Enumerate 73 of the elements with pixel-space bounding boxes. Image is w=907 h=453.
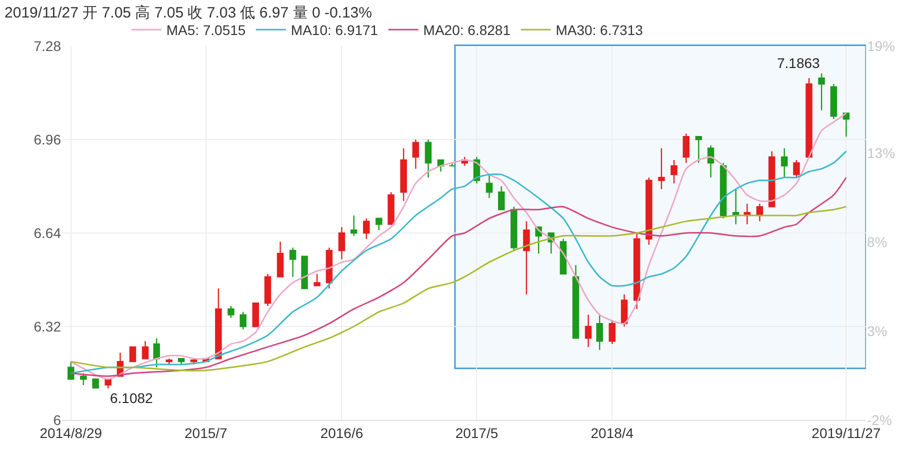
candlestick bbox=[707, 144, 714, 178]
y-tick-label: 6.32 bbox=[34, 318, 62, 334]
candlestick bbox=[80, 372, 87, 386]
candlestick bbox=[412, 138, 420, 170]
candlestick bbox=[682, 133, 690, 164]
y-tick-label: 7.28 bbox=[34, 38, 62, 54]
chart-title: 2019/11/27 开 7.05 高 7.05 收 7.03 低 6.97 量 0 -0.13% bbox=[4, 4, 372, 22]
x-tick-label: 2018/4 bbox=[590, 424, 634, 441]
candlestick bbox=[363, 218, 370, 240]
candlestick bbox=[142, 340, 149, 360]
candlestick bbox=[153, 338, 160, 368]
candlestick bbox=[376, 218, 382, 231]
candlestick bbox=[670, 159, 678, 184]
candlestick bbox=[620, 294, 628, 328]
candlestick bbox=[326, 247, 333, 290]
candlestick bbox=[350, 214, 358, 237]
annotation: 6.1082 bbox=[110, 390, 154, 406]
y2-tick-label: 8% bbox=[867, 234, 888, 250]
candlestick bbox=[768, 150, 776, 208]
x-tick-label: 2017/5 bbox=[455, 424, 498, 441]
candlestick bbox=[633, 232, 640, 310]
candlestick bbox=[388, 191, 394, 225]
y-tick-label: 6.96 bbox=[34, 131, 62, 148]
x-tick-label: 2015/7 bbox=[184, 424, 228, 441]
candlestick bbox=[215, 288, 222, 360]
candlestick bbox=[732, 188, 740, 225]
candlestick bbox=[658, 148, 665, 190]
candlestick bbox=[252, 302, 259, 328]
candlestick bbox=[572, 264, 580, 339]
line-series bbox=[70, 112, 847, 380]
candlestick bbox=[68, 360, 74, 380]
candlestick bbox=[793, 159, 800, 178]
candlestick bbox=[264, 273, 272, 307]
candlestick bbox=[806, 78, 812, 158]
candlestick bbox=[228, 305, 234, 318]
annotation: 7.1863 bbox=[777, 55, 820, 71]
y2-tick-label: 13% bbox=[867, 144, 896, 161]
candlestick bbox=[695, 136, 702, 164]
candlestick bbox=[830, 83, 838, 120]
candlestick bbox=[289, 247, 296, 278]
legend-label: MA10: 6.9171 bbox=[290, 22, 378, 38]
candlestick bbox=[92, 378, 99, 388]
candlestick bbox=[780, 148, 788, 178]
candlestick bbox=[608, 320, 616, 345]
candlestick bbox=[129, 346, 136, 362]
legend-label: MA30: 6.7313 bbox=[556, 22, 644, 38]
legend-label: MA5: 7.0515 bbox=[166, 22, 246, 38]
candlestick bbox=[301, 256, 308, 290]
candlestick bbox=[498, 186, 505, 210]
candlestick bbox=[314, 273, 320, 286]
candlestick bbox=[338, 226, 346, 260]
candlestick bbox=[842, 112, 850, 138]
candlestick bbox=[720, 162, 727, 219]
line-series bbox=[70, 206, 847, 372]
candlestick bbox=[240, 311, 246, 330]
y2-tick-label: 3% bbox=[867, 322, 888, 339]
candlestick bbox=[424, 138, 432, 178]
y2-tick-label: 19% bbox=[867, 38, 896, 54]
candlestick bbox=[584, 314, 592, 348]
candlestick bbox=[178, 358, 185, 366]
candlestick bbox=[400, 148, 407, 202]
y-tick-label: 6.64 bbox=[34, 224, 62, 241]
legend-label: MA20: 6.8281 bbox=[423, 22, 511, 38]
candlestick bbox=[756, 203, 764, 222]
candlestick bbox=[448, 162, 456, 166]
candlestick bbox=[646, 176, 652, 246]
candlestick bbox=[818, 72, 825, 111]
candlestick bbox=[510, 206, 518, 252]
candlestick bbox=[486, 174, 493, 199]
candlestick bbox=[596, 314, 603, 350]
x-tick-label: 2016/6 bbox=[320, 424, 364, 441]
candlestick bbox=[523, 220, 530, 295]
candlestick bbox=[276, 241, 284, 278]
